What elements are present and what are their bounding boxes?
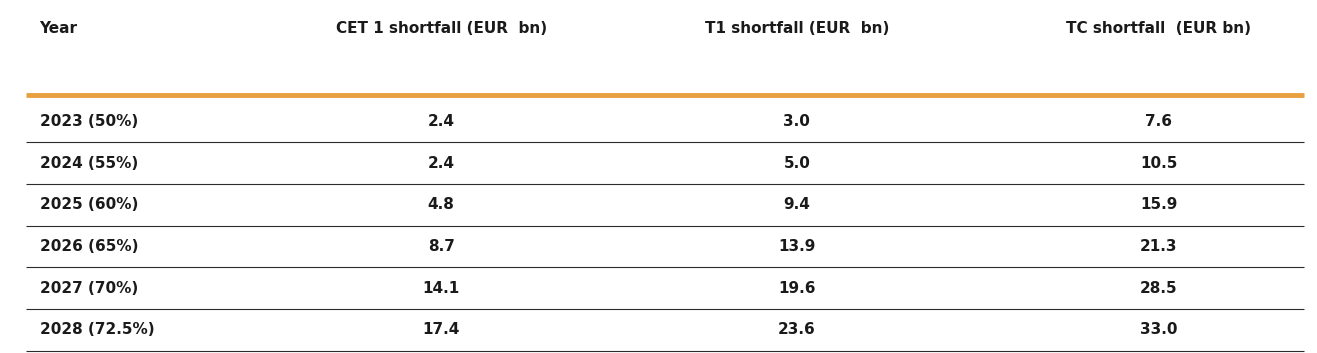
Text: 2027 (70%): 2027 (70%): [40, 281, 138, 295]
Text: 2024 (55%): 2024 (55%): [40, 156, 138, 170]
Text: 2023 (50%): 2023 (50%): [40, 114, 138, 129]
Text: 9.4: 9.4: [784, 197, 810, 212]
Text: 2026 (65%): 2026 (65%): [40, 239, 138, 254]
Text: 15.9: 15.9: [1141, 197, 1177, 212]
Text: Year: Year: [40, 21, 78, 36]
Text: 2.4: 2.4: [428, 114, 454, 129]
Text: T1 shortfall (EUR  bn): T1 shortfall (EUR bn): [705, 21, 889, 36]
Text: 21.3: 21.3: [1141, 239, 1177, 254]
Text: 5.0: 5.0: [784, 156, 810, 170]
Text: 28.5: 28.5: [1141, 281, 1177, 295]
Text: CET 1 shortfall (EUR  bn): CET 1 shortfall (EUR bn): [336, 21, 547, 36]
Text: 7.6: 7.6: [1146, 114, 1172, 129]
Text: 8.7: 8.7: [428, 239, 454, 254]
Text: 10.5: 10.5: [1141, 156, 1177, 170]
Text: 14.1: 14.1: [423, 281, 460, 295]
Text: 2028 (72.5%): 2028 (72.5%): [40, 322, 154, 337]
Text: 17.4: 17.4: [423, 322, 460, 337]
Text: 3.0: 3.0: [784, 114, 810, 129]
Text: 13.9: 13.9: [778, 239, 815, 254]
Text: 33.0: 33.0: [1141, 322, 1177, 337]
Text: 4.8: 4.8: [428, 197, 454, 212]
Text: 2.4: 2.4: [428, 156, 454, 170]
Text: 23.6: 23.6: [778, 322, 815, 337]
Text: TC shortfall  (EUR bn): TC shortfall (EUR bn): [1067, 21, 1251, 36]
Text: 19.6: 19.6: [778, 281, 815, 295]
Text: 2025 (60%): 2025 (60%): [40, 197, 138, 212]
